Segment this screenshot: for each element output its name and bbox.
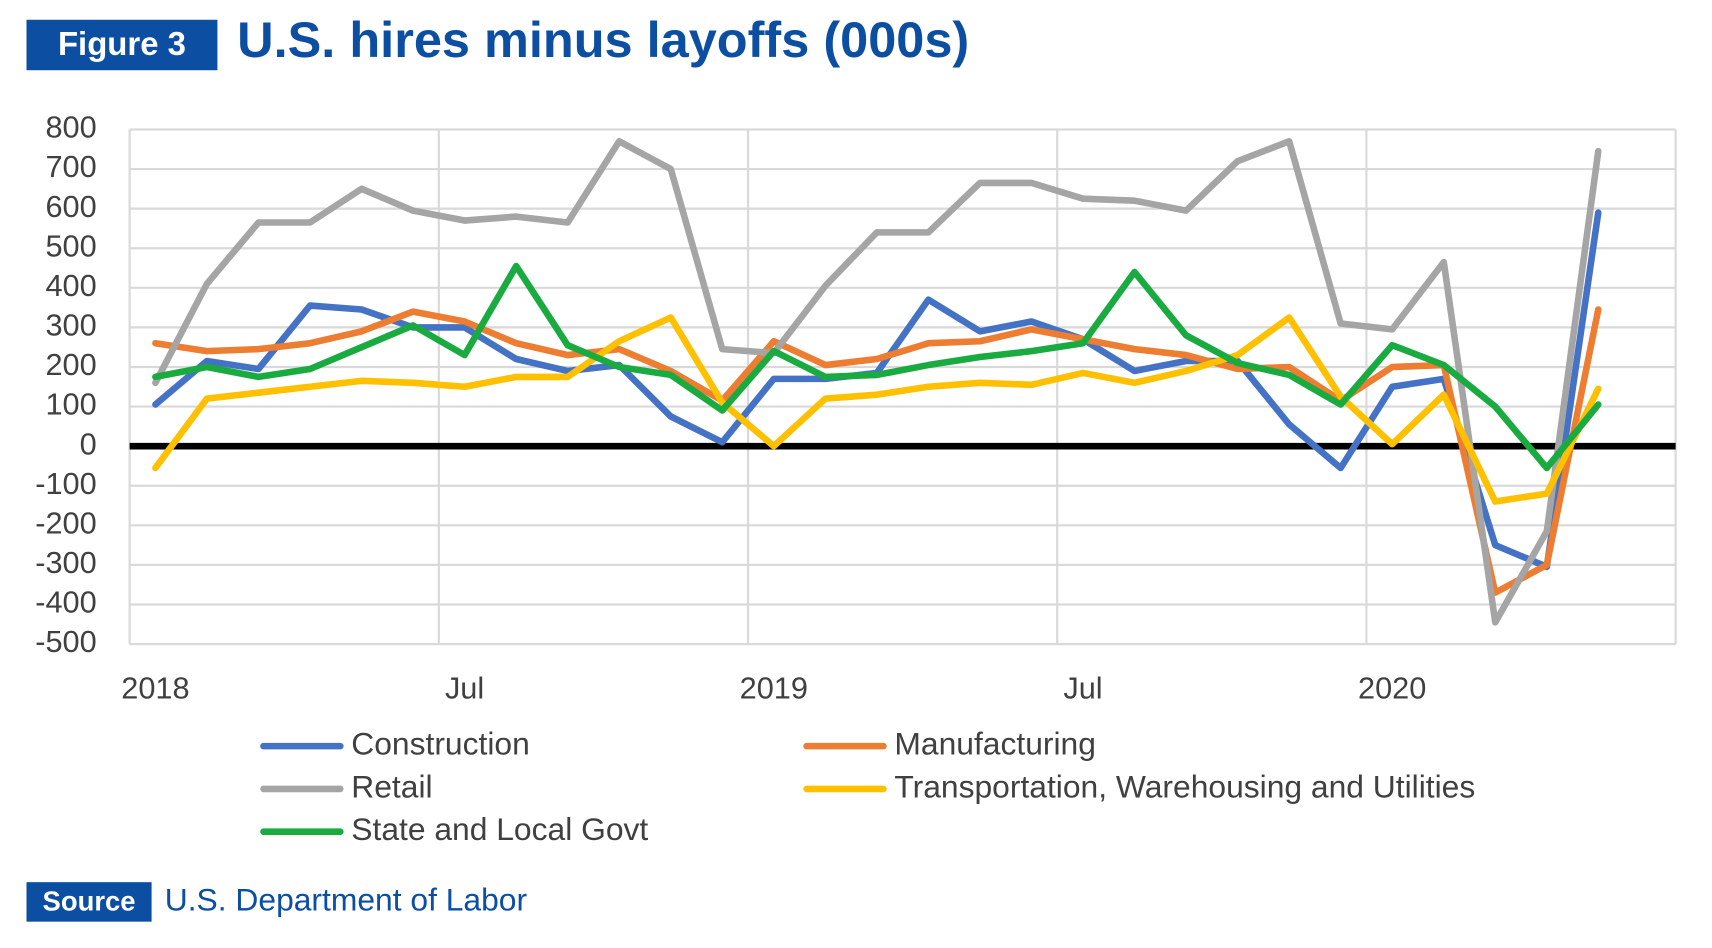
y-tick-label: -100 [35,466,96,501]
chart-title: U.S. hires minus layoffs (000s) [237,11,969,68]
y-tick-label: -400 [35,585,96,620]
series-line [152,262,1602,472]
legend-label: Manufacturing [894,726,1096,762]
y-tick-label: 200 [45,347,96,382]
legend-label: Construction [351,726,530,762]
y-tick-label: -200 [35,505,96,540]
series-line [152,306,1602,596]
legend-label: State and Local Govt [351,811,648,847]
y-tick-label: 700 [45,149,96,184]
series-line [152,209,1602,571]
figure-label: Figure 3 [58,25,186,62]
y-tick-label: -300 [35,545,96,580]
x-tick-label: Jul [1063,670,1102,705]
x-tick-label: 2018 [121,670,189,705]
x-tick-label: 2019 [740,670,808,705]
y-tick-label: 400 [45,268,96,303]
y-tick-label: 300 [45,308,96,343]
y-tick-label: 100 [45,387,96,422]
y-tick-label: 600 [45,189,96,224]
source-label: Source [43,885,136,916]
series-line [152,314,1602,505]
x-tick-label: Jul [445,670,484,705]
y-tick-label: 500 [45,228,96,263]
y-tick-label: -500 [35,624,96,659]
x-tick-label: 2020 [1358,670,1426,705]
legend-label: Retail [351,768,432,804]
legend-label: Transportation, Warehousing and Utilitie… [894,768,1475,804]
figure-label-box [26,19,218,71]
source-label-box [26,882,152,922]
y-tick-label: 800 [45,110,96,145]
source: U.S. Department of Labor [165,881,528,917]
y-tick-label: 0 [80,426,97,461]
series-line [152,138,1602,626]
